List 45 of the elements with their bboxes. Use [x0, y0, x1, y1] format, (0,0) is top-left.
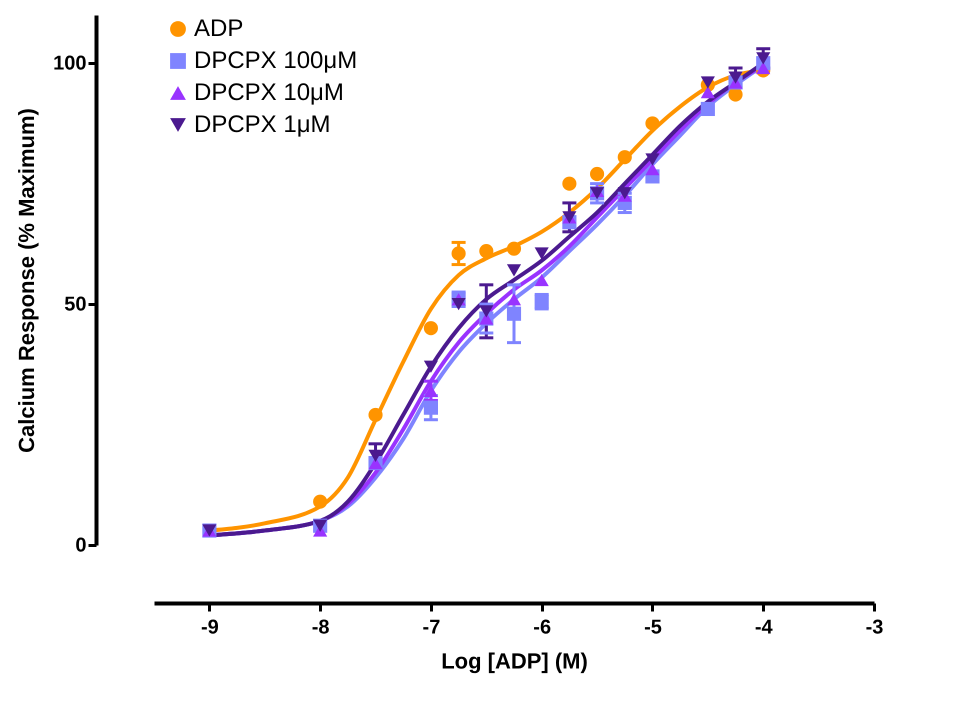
point — [506, 242, 522, 256]
point — [756, 52, 770, 64]
point — [479, 305, 494, 318]
point — [645, 163, 660, 176]
point — [452, 298, 466, 310]
point — [452, 246, 466, 261]
x-axis-title: Log [ADP] (M) — [441, 648, 588, 674]
point — [534, 247, 549, 260]
legend-label: DPCPX 1μM — [194, 111, 331, 138]
point — [506, 264, 522, 276]
legend-label: DPCPX 100μM — [194, 47, 358, 74]
x-tick-label: -4 — [754, 616, 774, 638]
point — [756, 62, 770, 74]
x-tick-label: -8 — [312, 616, 330, 638]
legend-label: DPCPX 10μM — [194, 79, 344, 106]
y-tick-label: 50 — [64, 294, 86, 316]
point — [368, 450, 383, 462]
point — [562, 176, 576, 191]
point — [506, 306, 522, 321]
point — [700, 76, 715, 89]
point — [368, 408, 383, 422]
y-axis-title: Calcium Response (% Maximum) — [14, 108, 40, 453]
point — [645, 116, 660, 130]
point — [618, 187, 632, 200]
point — [424, 360, 438, 373]
point — [313, 494, 328, 509]
point — [700, 102, 715, 116]
point — [506, 293, 522, 306]
x-tick-label: -6 — [533, 616, 552, 638]
x-tick-label: -5 — [644, 616, 662, 638]
point — [645, 153, 660, 166]
x-tick-label: -3 — [866, 616, 884, 638]
y-tick-label: 0 — [75, 534, 86, 556]
y-tick-label: 100 — [53, 52, 86, 75]
point — [590, 166, 604, 182]
point — [618, 150, 632, 164]
point — [424, 321, 438, 336]
legend-label: ADP — [194, 15, 244, 42]
point — [424, 400, 438, 415]
point — [534, 274, 549, 286]
point — [479, 244, 494, 258]
x-tick-label: -9 — [200, 616, 219, 638]
point — [728, 72, 743, 84]
x-tick-label: -7 — [422, 616, 440, 638]
point — [700, 86, 715, 98]
